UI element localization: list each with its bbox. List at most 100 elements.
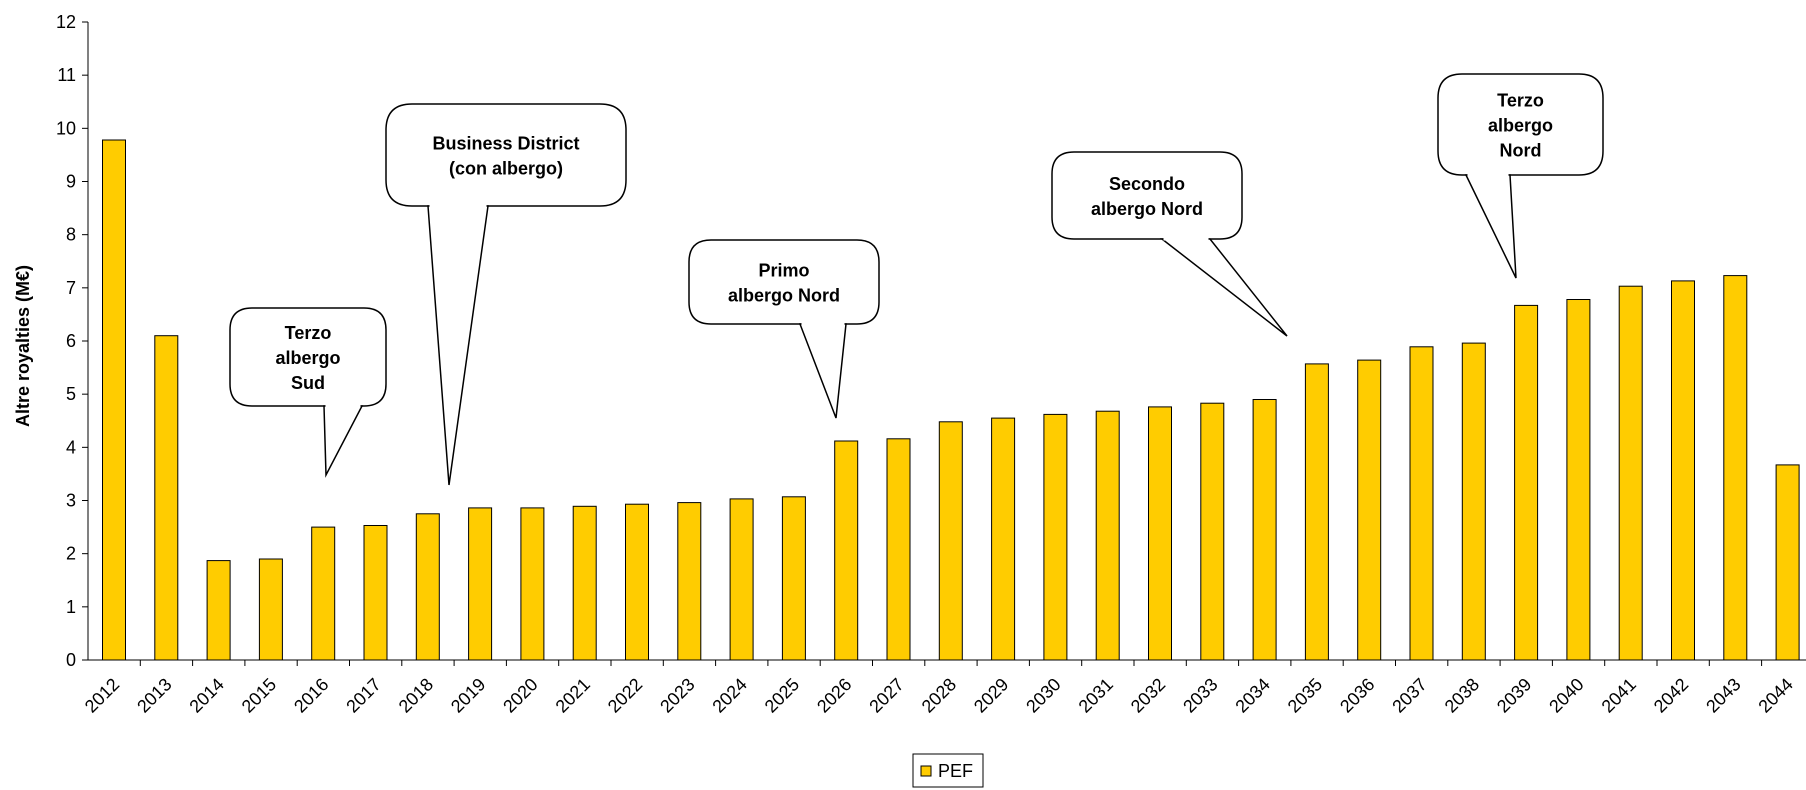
x-tick-label: 2034 [1231,674,1273,716]
callout-body [229,307,387,407]
bar-2014 [206,560,231,661]
y-tick-label: 3 [66,491,76,511]
x-tick-label: 2040 [1545,674,1587,716]
x-tick-label: 2016 [290,674,332,716]
callout-tail [1464,174,1517,279]
bar-2027 [886,438,911,661]
bar-2024 [729,498,754,661]
callout-text: albergo [275,348,340,368]
x-tick-label: 2029 [970,674,1012,716]
callout-tail [323,405,364,478]
bar-2035 [1304,363,1329,661]
callout-body [385,103,627,207]
callout-text: Nord [1500,141,1542,161]
callout-text: albergo Nord [728,286,840,306]
bar-2038 [1461,342,1486,661]
y-tick-label: 7 [66,278,76,298]
callout-text: Primo [758,261,809,281]
x-tick-label: 2044 [1754,674,1796,716]
callout-body [688,239,880,325]
x-tick-label: 2036 [1336,674,1378,716]
x-tick-label: 2042 [1650,674,1692,716]
bar-2019 [468,507,493,661]
y-tick-label: 8 [66,225,76,245]
bar-2039 [1514,304,1539,661]
callout-text: Sud [291,373,325,393]
y-tick-label: 1 [66,597,76,617]
bar-2018 [415,513,440,661]
bar-2022 [625,503,649,661]
bar-2017 [363,525,388,661]
x-tick-label: 2038 [1441,674,1483,716]
x-tick-label: 2013 [133,674,175,716]
legend-label: PEF [938,761,973,781]
x-tick-label: 2031 [1075,674,1117,716]
y-axis-title: Altre royalties (M€) [13,265,33,427]
y-tick-label: 4 [66,437,76,457]
callout-body [1051,151,1243,240]
y-tick-label: 5 [66,384,76,404]
bar-2021 [572,505,597,661]
x-tick-label: 2025 [761,674,803,716]
callout-bubble: Terzo albergo Sud [229,307,387,478]
bar-2031 [1095,410,1120,661]
callout-tail [798,323,847,419]
bar-2036 [1357,359,1382,661]
bar-2026 [834,440,859,661]
x-tick-label: 2022 [604,674,646,716]
callout-bubble: Terzo albergo Nord [1437,73,1604,279]
bar-2043 [1723,275,1748,661]
bar-2044 [1775,464,1800,661]
x-tick-label: 2032 [1127,674,1169,716]
x-tick-label: 2024 [708,674,750,716]
bar-2030 [1043,413,1068,661]
y-tick-label: 6 [66,331,76,351]
x-tick-label: 2015 [238,674,280,716]
y-tick-label: 0 [66,650,76,670]
callout-text: (con albergo) [449,159,563,179]
callout-text: albergo Nord [1091,199,1203,219]
legend: PEF [912,753,984,788]
x-tick-label: 2030 [1022,674,1064,716]
bar-2037 [1409,346,1434,661]
y-tick-label: 2 [66,544,76,564]
x-tick-label: 2039 [1493,674,1535,716]
legend-swatch [920,765,932,777]
callout-text: Terzo [1497,91,1544,111]
bar-2013 [154,335,179,661]
bar-2025 [781,496,806,661]
bar-2034 [1252,399,1277,661]
callout-text: Business District [432,134,579,154]
x-tick-label: 2017 [342,674,384,716]
callout-text: albergo [1488,116,1553,136]
x-tick-label: 2019 [447,674,489,716]
x-tick-label: 2033 [1179,674,1221,716]
bar-2023 [677,502,702,661]
bar-2015 [258,558,283,661]
callout-bubble: Primo albergo Nord [688,239,880,419]
bar-2028 [938,421,963,661]
x-tick-label: 2041 [1598,674,1640,716]
bar-2040 [1566,299,1591,661]
y-tick-label: 11 [57,65,76,85]
x-tick-label: 2023 [656,674,698,716]
x-tick-label: 2028 [918,674,960,716]
callout-bubble: Business District (con albergo) [385,103,627,486]
x-tick-label: 2027 [865,674,907,716]
bar-2042 [1671,280,1695,661]
x-tick-label: 2037 [1388,674,1430,716]
y-tick-label: 12 [56,12,76,32]
y-tick-label: 9 [66,172,76,192]
bar-2032 [1148,406,1172,661]
callout-body [1437,73,1604,176]
x-tick-label: 2026 [813,674,855,716]
bar-2020 [520,507,545,661]
x-tick-label: 2014 [185,674,227,716]
x-tick-label: 2043 [1702,674,1744,716]
bar-2012 [102,139,126,661]
callout-text: Terzo [285,323,332,343]
bar-2029 [991,417,1016,661]
callout-tail [1159,238,1288,337]
x-tick-label: 2018 [395,674,437,716]
